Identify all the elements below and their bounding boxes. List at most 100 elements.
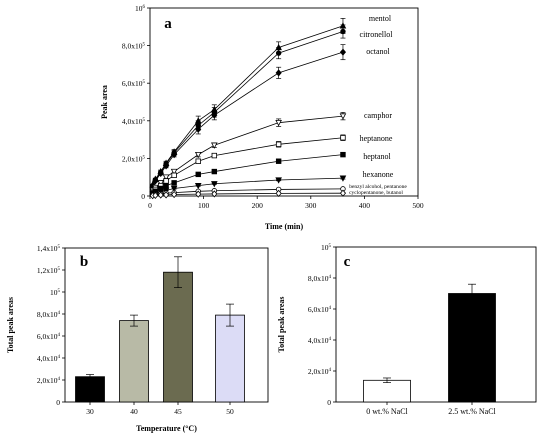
y-tick-mantissa: 2,0x10 <box>308 367 329 376</box>
panel-label: b <box>80 254 88 270</box>
data-point <box>157 191 164 199</box>
y-tick-label: 1,4x105 <box>37 244 61 253</box>
y-tick-exponent: 4 <box>329 368 332 373</box>
bar <box>448 293 496 403</box>
data-point <box>162 174 170 181</box>
bar <box>363 379 411 403</box>
category-label: 45 <box>174 407 182 416</box>
x-tick-label: 200 <box>252 201 264 210</box>
y-tick-label: 105 <box>321 243 332 252</box>
series-label: benzyl alcohol, pentanone <box>349 184 407 190</box>
data-point <box>211 168 218 175</box>
data-point <box>339 175 347 182</box>
series-line <box>152 137 344 193</box>
y-tick-mantissa: 0 <box>141 192 145 201</box>
y-tick-mantissa: 6,0x10 <box>122 79 143 88</box>
series-label: heptanol <box>363 152 391 161</box>
series-line <box>152 31 344 186</box>
bar <box>119 320 149 403</box>
series-label: heptanone <box>360 134 393 143</box>
panel-label: c <box>344 254 351 270</box>
y-tick-exponent: 5 <box>58 289 61 294</box>
series-label: hexanone <box>363 170 394 179</box>
y-tick-exponent: 5 <box>143 118 146 123</box>
data-point <box>339 189 347 197</box>
y-tick-label: 1,2x105 <box>37 266 61 275</box>
panel-label: a <box>164 16 172 32</box>
data-point <box>195 125 202 133</box>
x-tick-label: 300 <box>305 201 317 210</box>
plot-frame <box>149 7 419 197</box>
series-line <box>152 25 344 185</box>
data-point <box>339 48 347 56</box>
y-tick-exponent: 4 <box>329 337 332 342</box>
series-label: octanol <box>366 47 390 56</box>
series-label: citronellol <box>360 30 394 39</box>
bar <box>75 376 105 403</box>
y-tick-mantissa: 10 <box>321 243 329 252</box>
y-tick-mantissa: 0 <box>56 398 60 407</box>
data-point <box>211 190 218 198</box>
series-citronellol: citronellol <box>149 24 394 189</box>
y-tick-label: 2,0x104 <box>37 376 61 385</box>
y-tick-mantissa: 2,0x10 <box>122 154 143 163</box>
y-tick-mantissa: 8,0x10 <box>122 42 143 51</box>
data-point <box>171 180 177 186</box>
y-tick-mantissa: 10 <box>135 4 143 13</box>
data-point <box>275 50 282 56</box>
y-tick-label: 4,0x104 <box>37 354 61 363</box>
bar <box>215 314 245 403</box>
x-tick-label: 0 <box>148 201 152 210</box>
data-point <box>195 158 201 164</box>
y-tick-exponent: 5 <box>143 155 146 160</box>
y-tick-label: 4,0x105 <box>122 117 146 126</box>
y-tick-exponent: 5 <box>143 43 146 48</box>
y-tick-mantissa: 4,0x10 <box>122 117 143 126</box>
y-tick-label: 8,0x104 <box>37 310 61 319</box>
y-tick-mantissa: 0 <box>327 398 331 407</box>
category-label: 2.5 wt.% NaCl <box>448 407 496 416</box>
y-axis-label: Total peak areas <box>6 297 15 353</box>
y-tick-exponent: 5 <box>143 80 146 85</box>
data-point <box>275 158 282 164</box>
plot-frame <box>335 246 537 403</box>
y-tick-exponent: 4 <box>329 306 332 311</box>
y-tick-label: 105 <box>50 288 61 297</box>
series-hexanone: hexanone <box>149 170 394 198</box>
y-axis-label: Total peak areas <box>277 296 286 352</box>
y-tick-exponent: 4 <box>58 377 61 382</box>
category-label: 50 <box>226 407 234 416</box>
y-tick-exponent: 5 <box>58 245 61 250</box>
y-tick-label: 4,0x104 <box>308 336 332 345</box>
y-axis-label: Peak area <box>100 85 109 119</box>
y-tick-mantissa: 1,2x10 <box>37 266 58 275</box>
y-tick-exponent: 6 <box>143 5 146 10</box>
data-point <box>163 178 169 184</box>
y-tick-label: 6,0x105 <box>122 79 146 88</box>
y-tick-exponent: 4 <box>58 311 61 316</box>
series-octanol: octanol <box>149 44 391 191</box>
series-cyclopentanone-butanol: cyclopentanone, butanol <box>149 189 403 200</box>
data-point <box>211 111 218 119</box>
y-tick-label: 0 <box>141 192 145 201</box>
data-point <box>340 135 346 141</box>
bar <box>163 271 193 403</box>
data-point <box>170 185 178 193</box>
data-point <box>275 141 282 147</box>
x-axis-label: Time (min) <box>265 222 304 231</box>
y-tick-label: 2,0x105 <box>122 154 146 163</box>
data-point <box>163 191 170 199</box>
data-point <box>171 190 178 199</box>
y-tick-label: 6,0x104 <box>37 332 61 341</box>
data-point <box>211 181 218 188</box>
data-point <box>275 119 282 127</box>
data-point <box>275 69 282 77</box>
data-point <box>157 169 164 178</box>
category-label: 0 wt.% NaCl <box>366 407 408 416</box>
y-tick-mantissa: 6,0x10 <box>308 305 329 314</box>
data-point <box>211 142 218 149</box>
series-label: mentol <box>369 14 392 23</box>
data-point <box>163 182 169 189</box>
